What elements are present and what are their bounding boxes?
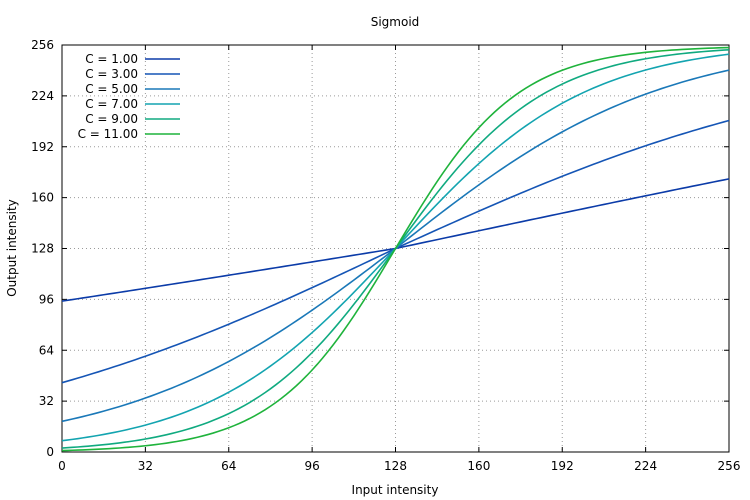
legend-label-2: C = 3.00 xyxy=(85,67,138,81)
series-lines xyxy=(61,46,730,452)
x-tick-label: 96 xyxy=(304,459,319,473)
x-axis-title: Input intensity xyxy=(352,483,439,497)
y-tick-label: 96 xyxy=(39,292,54,306)
x-tick-label: 64 xyxy=(221,459,236,473)
y-tick-label: 64 xyxy=(39,343,54,357)
legend-label-6: C = 11.00 xyxy=(78,127,138,141)
y-tick-label: 256 xyxy=(31,38,54,52)
legend-label-4: C = 7.00 xyxy=(85,97,138,111)
chart-title: Sigmoid xyxy=(371,15,420,29)
x-tick-label: 32 xyxy=(138,459,153,473)
series-line-2 xyxy=(61,119,730,384)
y-tick-label: 192 xyxy=(31,140,54,154)
x-tick-label: 160 xyxy=(467,459,490,473)
legend: C = 1.00C = 3.00C = 5.00C = 7.00C = 9.00… xyxy=(78,52,180,141)
series-line-6 xyxy=(61,46,730,452)
y-tick-label: 0 xyxy=(46,445,54,459)
x-tick-label: 0 xyxy=(58,459,66,473)
legend-label-5: C = 9.00 xyxy=(85,112,138,126)
y-tick-label: 32 xyxy=(39,394,54,408)
x-tick-label: 256 xyxy=(718,459,741,473)
x-tick-label: 128 xyxy=(384,459,407,473)
y-axis-title: Output intensity xyxy=(5,199,19,297)
axes: 0 32 64 96 128 160 192 224 256 0 32 64 96 128 160 192 22… xyxy=(31,38,740,473)
y-tick-label: 160 xyxy=(31,191,54,205)
legend-label-1: C = 1.00 xyxy=(85,52,138,66)
x-tick-label: 224 xyxy=(634,459,657,473)
x-tick-label: 192 xyxy=(551,459,574,473)
legend-label-3: C = 5.00 xyxy=(85,82,138,96)
y-tick-label: 224 xyxy=(31,89,54,103)
y-tick-label: 128 xyxy=(31,242,54,256)
